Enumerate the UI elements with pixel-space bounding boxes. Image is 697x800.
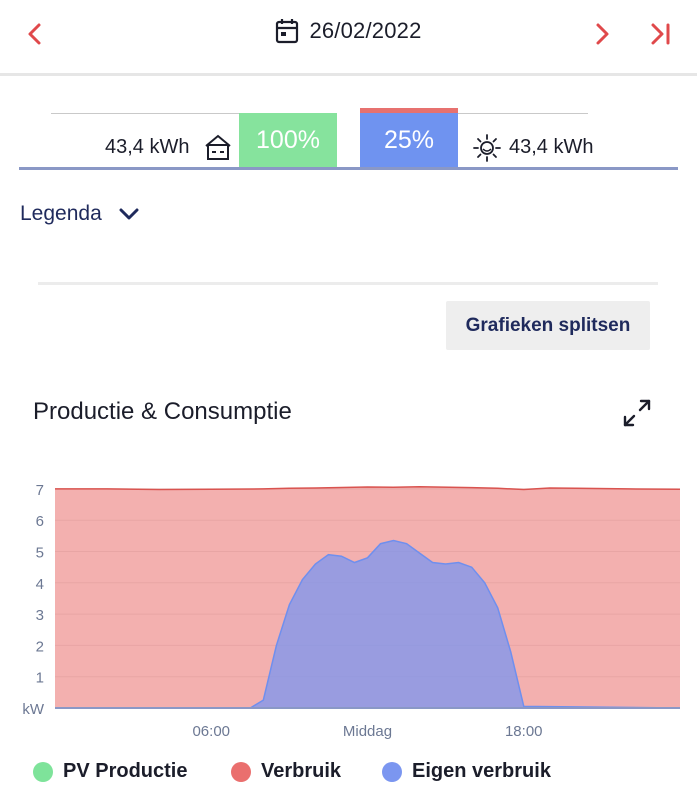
section-divider	[38, 282, 658, 285]
production-kwh: 43,4 kWh	[509, 136, 594, 158]
date-picker[interactable]: 26/02/2022	[0, 18, 697, 44]
calendar-icon	[276, 19, 299, 44]
last-day-button[interactable]	[640, 14, 680, 54]
y-tick-label: 3	[36, 607, 44, 624]
grid-share-indicator	[360, 108, 458, 114]
skip-to-end-icon	[651, 23, 670, 45]
legend-label: Verbruik	[261, 760, 342, 782]
production-consumption-chart: kW 1 2 3 4 5 6 7 06:00 Middag 18:00	[22, 482, 681, 740]
legend-item-eigen-verbruik[interactable]: Eigen verbruik	[382, 760, 551, 783]
legenda-label: Legenda	[20, 202, 102, 225]
legend-label: Eigen verbruik	[412, 760, 551, 782]
summary-top-line-left	[51, 113, 239, 114]
legend-swatch	[382, 761, 402, 782]
x-tick-label: 18:00	[505, 723, 543, 740]
self-consumption-value: 25%	[383, 126, 435, 154]
expand-icon[interactable]	[620, 396, 654, 430]
x-tick-label: 06:00	[192, 723, 230, 740]
legend-swatch	[33, 761, 53, 782]
self-sufficiency-value: 100%	[256, 126, 320, 154]
eigen-verbruik-line	[55, 539, 681, 709]
self-sufficiency-box: 100%	[239, 113, 337, 168]
eigen-verbruik-area	[55, 540, 680, 708]
legend-swatch	[231, 761, 251, 782]
consumption-kwh: 43,4 kWh	[105, 136, 190, 158]
self-consumption-box: 25%	[360, 113, 458, 168]
sun-icon	[473, 134, 501, 162]
x-tick-label: Middag	[343, 723, 392, 740]
chart-title: Productie & Consumptie	[33, 398, 292, 425]
y-tick-label: 6	[36, 513, 44, 530]
house-icon	[205, 134, 231, 160]
chevron-right-icon	[596, 23, 609, 45]
y-tick-label: 1	[36, 670, 44, 687]
verbruik-line	[55, 485, 681, 491]
chevron-down-icon	[119, 208, 139, 220]
legend-item-pv-productie[interactable]: PV Productie	[33, 760, 187, 783]
y-tick-label: kW	[22, 701, 45, 718]
chevron-left-icon	[28, 23, 41, 45]
y-tick-label: 4	[36, 576, 44, 593]
summary-top-line-right	[458, 113, 588, 114]
summary-base-line	[19, 167, 678, 170]
header-divider	[0, 73, 697, 76]
legend-item-verbruik[interactable]: Verbruik	[231, 760, 341, 783]
y-tick-label: 7	[36, 482, 44, 499]
y-tick-label: 2	[36, 638, 44, 655]
previous-day-button[interactable]	[15, 14, 55, 54]
split-charts-button[interactable]: Grafieken splitsen	[446, 301, 650, 350]
legend-label: PV Productie	[63, 760, 188, 782]
current-date: 26/02/2022	[309, 18, 422, 43]
y-tick-label: 5	[36, 545, 44, 562]
next-day-button[interactable]	[582, 14, 622, 54]
legenda-toggle[interactable]: Legenda	[20, 202, 140, 226]
